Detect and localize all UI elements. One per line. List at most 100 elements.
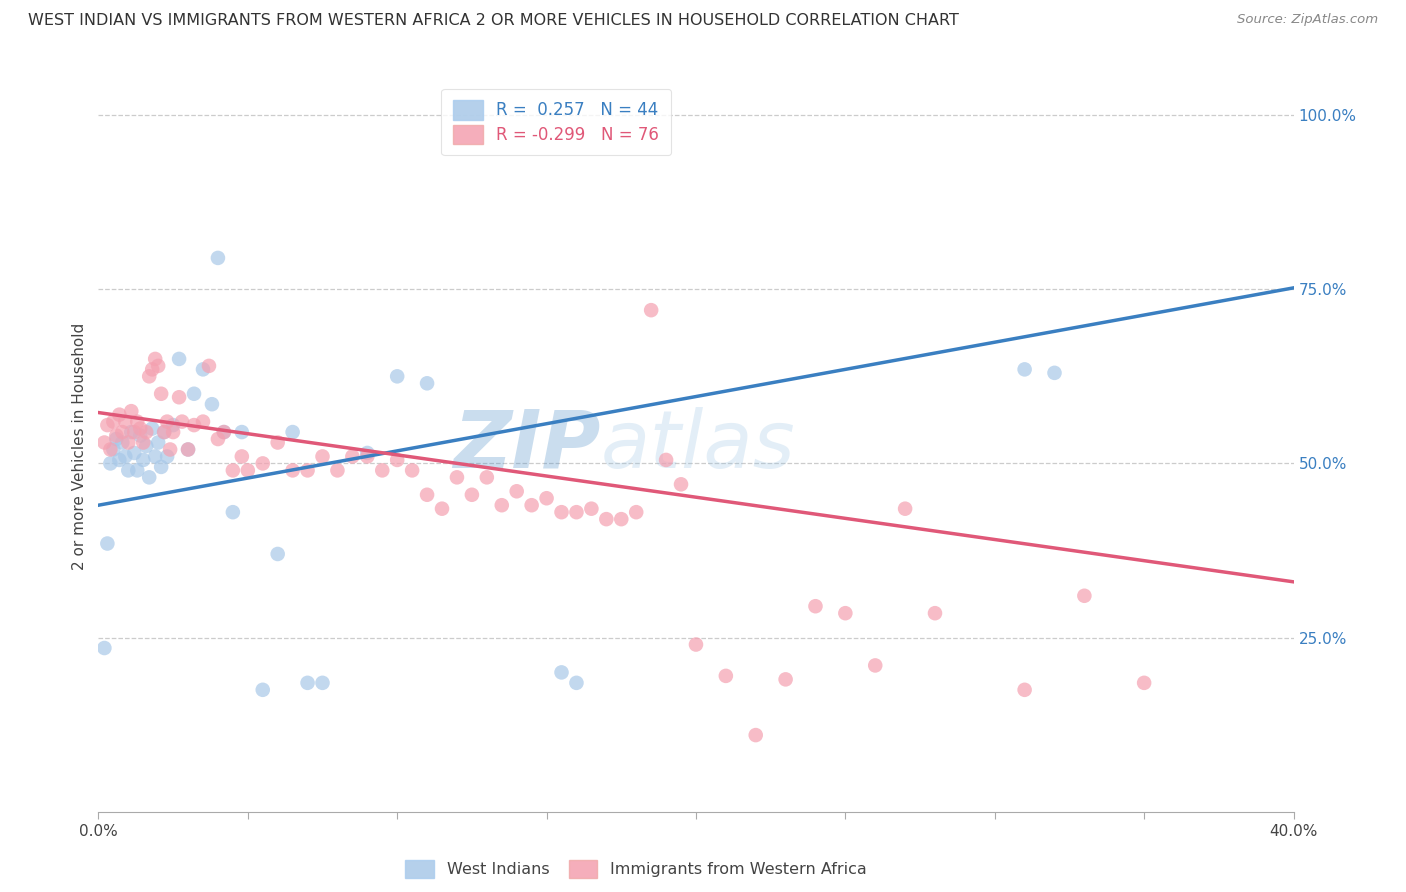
Point — [222, 463, 245, 477]
Point — [506, 484, 529, 499]
Point — [550, 505, 572, 519]
Point — [135, 439, 157, 453]
Point — [311, 450, 333, 464]
Text: ZIP: ZIP — [453, 407, 600, 485]
Point — [207, 251, 229, 265]
Text: WEST INDIAN VS IMMIGRANTS FROM WESTERN AFRICA 2 OR MORE VEHICLES IN HOUSEHOLD CO: WEST INDIAN VS IMMIGRANTS FROM WESTERN A… — [28, 13, 959, 29]
Point — [626, 505, 648, 519]
Point — [581, 501, 603, 516]
Text: atlas: atlas — [600, 407, 796, 485]
Point — [108, 453, 131, 467]
Point — [924, 606, 946, 620]
Point — [267, 435, 290, 450]
Point — [565, 505, 588, 519]
Point — [212, 425, 235, 439]
Point — [127, 463, 149, 477]
Point — [191, 362, 214, 376]
Point — [201, 397, 224, 411]
Point — [124, 425, 146, 439]
Point — [356, 446, 378, 460]
Point — [745, 728, 768, 742]
Point — [129, 428, 152, 442]
Point — [252, 682, 274, 697]
Point — [96, 418, 118, 433]
Point — [153, 425, 176, 439]
Point — [120, 425, 142, 439]
Point — [117, 463, 139, 477]
Point — [135, 425, 157, 439]
Point — [236, 463, 259, 477]
Point — [385, 453, 409, 467]
Point — [191, 415, 214, 429]
Point — [148, 359, 170, 373]
Point — [655, 453, 678, 467]
Point — [231, 450, 253, 464]
Point — [281, 463, 304, 477]
Point — [371, 463, 394, 477]
Point — [111, 425, 134, 439]
Point — [100, 442, 122, 457]
Point — [401, 463, 423, 477]
Point — [114, 450, 136, 464]
Point — [162, 425, 184, 439]
Legend: West Indians, Immigrants from Western Africa: West Indians, Immigrants from Western Af… — [396, 850, 876, 888]
Point — [103, 415, 125, 429]
Point — [177, 442, 200, 457]
Point — [231, 425, 253, 439]
Point — [132, 435, 155, 450]
Point — [536, 491, 558, 506]
Point — [1043, 366, 1066, 380]
Point — [138, 470, 160, 484]
Point — [595, 512, 617, 526]
Point — [93, 435, 115, 450]
Point — [1014, 362, 1036, 376]
Point — [108, 408, 131, 422]
Point — [267, 547, 290, 561]
Point — [100, 457, 122, 471]
Point — [804, 599, 827, 614]
Point — [416, 488, 439, 502]
Point — [1014, 682, 1036, 697]
Point — [172, 415, 194, 429]
Text: Source: ZipAtlas.com: Source: ZipAtlas.com — [1237, 13, 1378, 27]
Point — [105, 428, 128, 442]
Point — [430, 501, 453, 516]
Point — [865, 658, 887, 673]
Point — [96, 536, 118, 550]
Point — [520, 498, 543, 512]
Point — [894, 501, 917, 516]
Point — [207, 432, 229, 446]
Point — [111, 435, 134, 450]
Point — [141, 421, 163, 435]
Point — [127, 415, 149, 429]
Point — [446, 470, 468, 484]
Point — [148, 435, 170, 450]
Point — [461, 488, 484, 502]
Point — [183, 386, 205, 401]
Point — [685, 638, 707, 652]
Point — [162, 418, 184, 433]
Point — [669, 477, 692, 491]
Point — [834, 606, 856, 620]
Point — [114, 415, 136, 429]
Point — [143, 351, 166, 366]
Point — [385, 369, 409, 384]
Point — [105, 432, 128, 446]
Point — [311, 676, 333, 690]
Point — [150, 459, 173, 474]
Point — [297, 463, 319, 477]
Point — [416, 376, 439, 391]
Point — [610, 512, 633, 526]
Point — [117, 435, 139, 450]
Point — [775, 673, 797, 687]
Point — [198, 359, 221, 373]
Point — [124, 446, 146, 460]
Point — [156, 450, 179, 464]
Point — [159, 442, 181, 457]
Point — [103, 442, 125, 457]
Point — [167, 390, 190, 404]
Point — [132, 453, 155, 467]
Point — [222, 505, 245, 519]
Point — [475, 470, 498, 484]
Point — [565, 676, 588, 690]
